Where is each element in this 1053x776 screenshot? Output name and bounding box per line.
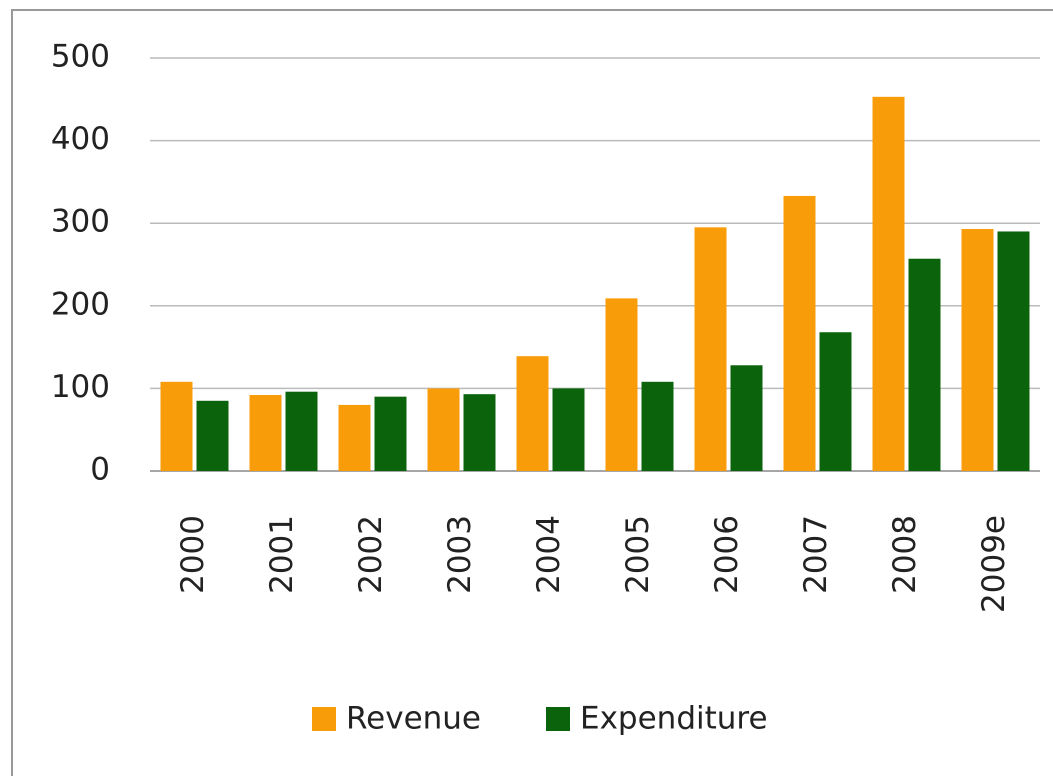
x-tick-label: 2004 bbox=[531, 515, 567, 594]
bar bbox=[196, 400, 229, 471]
bar bbox=[463, 394, 496, 471]
bar bbox=[819, 332, 852, 471]
bar bbox=[427, 388, 460, 471]
bar bbox=[783, 195, 816, 471]
bar bbox=[374, 396, 407, 471]
bar bbox=[516, 356, 549, 471]
bar bbox=[249, 395, 282, 471]
legend-swatch bbox=[546, 707, 570, 731]
bar bbox=[605, 298, 638, 471]
x-tick-label: 2009e bbox=[976, 515, 1012, 613]
bar bbox=[908, 258, 941, 471]
legend-label: Expenditure bbox=[580, 701, 768, 737]
x-tick-label: 2000 bbox=[175, 515, 211, 594]
x-tick-label: 2006 bbox=[709, 515, 745, 594]
bar bbox=[872, 96, 905, 472]
bar bbox=[338, 404, 371, 471]
y-tick-label: 0 bbox=[90, 452, 110, 488]
x-tick-label: 2005 bbox=[620, 515, 656, 594]
bar bbox=[160, 381, 193, 471]
x-tick-label: 2002 bbox=[353, 515, 389, 594]
x-tick-label: 2008 bbox=[887, 515, 923, 594]
bar bbox=[694, 227, 727, 471]
bar bbox=[730, 365, 763, 471]
bar bbox=[285, 391, 318, 471]
y-tick-label: 400 bbox=[51, 121, 110, 157]
bar bbox=[641, 381, 674, 471]
y-tick-label: 300 bbox=[51, 204, 110, 240]
bar bbox=[961, 228, 994, 471]
x-tick-label: 2001 bbox=[264, 515, 300, 594]
bar bbox=[552, 388, 585, 471]
bar bbox=[997, 231, 1030, 471]
y-tick-label: 100 bbox=[51, 369, 110, 405]
x-tick-label: 2007 bbox=[798, 515, 834, 594]
legend-label: Revenue bbox=[346, 701, 481, 737]
legend-swatch bbox=[312, 707, 336, 731]
x-tick-label: 2003 bbox=[442, 515, 478, 594]
y-tick-label: 500 bbox=[51, 39, 110, 75]
y-tick-label: 200 bbox=[51, 286, 110, 322]
